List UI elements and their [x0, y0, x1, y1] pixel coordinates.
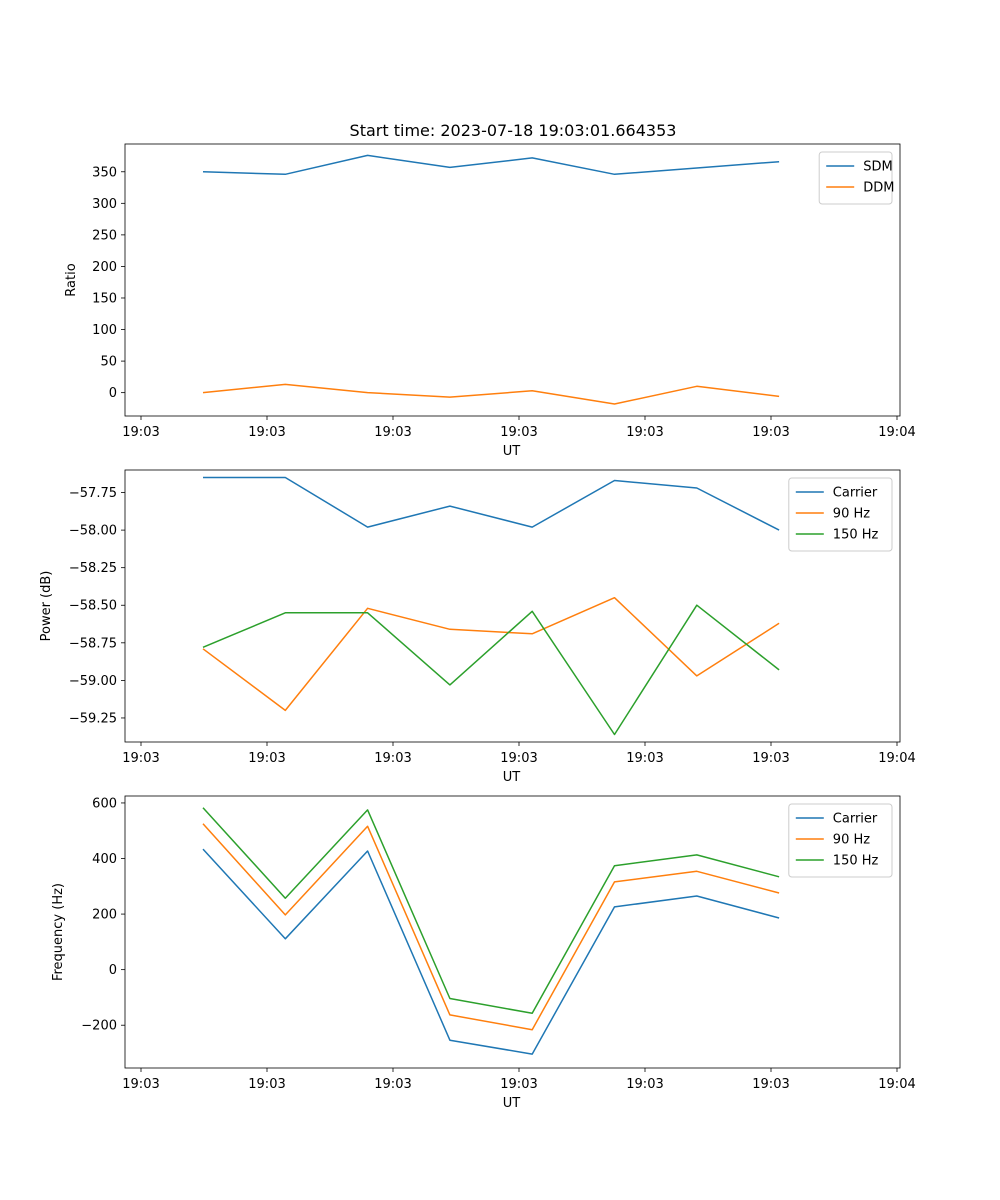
legend-label-90-hz: 90 Hz — [833, 507, 870, 522]
axes-frame — [124, 143, 901, 417]
figure-title: Start time: 2023-07-18 19:03:01.664353 — [350, 121, 677, 140]
x-tick-label: 19:03 — [248, 1077, 285, 1092]
y-tick-label: 200 — [92, 260, 117, 275]
y-tick-label: −57.75 — [69, 486, 117, 501]
y-tick-label: −58.25 — [69, 561, 117, 576]
x-tick-label: 19:03 — [122, 425, 159, 440]
legend-box — [818, 151, 893, 205]
series-line-150-hz — [202, 604, 780, 736]
x-tick-label: 19:03 — [122, 751, 159, 766]
y-tick-label: 250 — [92, 228, 117, 243]
x-axis-label: UT — [503, 444, 521, 459]
x-tick-label: 19:03 — [626, 1077, 663, 1092]
series-line-150-hz — [202, 807, 780, 1015]
y-tick-label: −58.50 — [69, 599, 117, 614]
y-tick-label: 150 — [92, 291, 117, 306]
x-tick-label: 19:03 — [500, 425, 537, 440]
subplot-2: −57.75 −58.00 −58.25 −58.50 −58.75 −59.00 −59.… — [39, 469, 916, 785]
axes-frame — [124, 795, 901, 1069]
y-tick-label: −59.00 — [69, 674, 117, 689]
x-tick-label: 19:03 — [122, 1077, 159, 1092]
series-line-90-hz — [202, 823, 780, 1031]
axes-frame — [124, 469, 901, 743]
legend-label-sdm: SDM — [863, 160, 892, 175]
x-tick-label: 19:03 — [752, 1077, 789, 1092]
legend: Carrier 90 Hz 150 Hz — [788, 803, 893, 878]
x-tick-label: 19:03 — [500, 751, 537, 766]
legend-box — [788, 477, 893, 552]
x-tick-label: 19:03 — [626, 425, 663, 440]
x-axis-label: UT — [503, 770, 521, 785]
x-tick-label: 19:04 — [878, 425, 915, 440]
y-tick-label: 50 — [100, 355, 117, 370]
series-line-carrier — [203, 476, 780, 531]
x-tick-label: 19:03 — [752, 751, 789, 766]
y-tick-label: −200 — [81, 1019, 117, 1034]
y-axis-label: Power (dB) — [39, 571, 54, 642]
series-line-90-hz — [202, 596, 780, 712]
x-tick-label: 19:03 — [374, 751, 411, 766]
y-tick-label: 300 — [92, 197, 117, 212]
legend: Carrier 90 Hz 150 Hz — [788, 477, 893, 552]
legend-label-ddm: DDM — [863, 181, 894, 196]
y-tick-label: −58.75 — [69, 636, 117, 651]
y-tick-label: 600 — [92, 796, 117, 811]
y-tick-label: 400 — [92, 852, 117, 867]
x-tick-label: 19:03 — [500, 1077, 537, 1092]
series-line-ddm — [202, 383, 780, 405]
x-tick-label: 19:03 — [374, 425, 411, 440]
y-tick-label: 100 — [92, 323, 117, 338]
y-tick-label: −58.00 — [69, 524, 117, 539]
legend-label-150-hz: 150 Hz — [833, 854, 879, 869]
x-tick-label: 19:03 — [374, 1077, 411, 1092]
x-axis-label: UT — [503, 1096, 521, 1111]
legend-label-carrier: Carrier — [833, 486, 878, 501]
series-line-carrier — [202, 848, 780, 1055]
y-axis-label: Ratio — [64, 263, 79, 296]
legend-label-90-hz: 90 Hz — [833, 833, 870, 848]
subplot-3: −200 0 200 400 600 19:03 19:03 19:03 19:03 19:03 1… — [51, 795, 916, 1111]
y-tick-label: 200 — [92, 908, 117, 923]
subplots: 0 50 100 150 200 250 300 350 19:03 19:03 19:03 19:0… — [39, 143, 916, 1111]
legend-label-150-hz: 150 Hz — [833, 528, 879, 543]
x-tick-label: 19:03 — [248, 751, 285, 766]
x-tick-label: 19:04 — [878, 1077, 915, 1092]
y-tick-label: −59.25 — [69, 711, 117, 726]
y-tick-label: 0 — [109, 386, 117, 401]
x-tick-label: 19:04 — [878, 751, 915, 766]
legend: SDM DDM — [818, 151, 894, 205]
series-line-sdm — [202, 154, 780, 176]
legend-box — [788, 803, 893, 878]
x-tick-label: 19:03 — [248, 425, 285, 440]
y-tick-label: 0 — [109, 963, 117, 978]
x-tick-label: 19:03 — [626, 751, 663, 766]
y-axis-label: Frequency (Hz) — [51, 883, 66, 981]
subplot-1: 0 50 100 150 200 250 300 350 19:03 19:03 19:03 19:0… — [64, 143, 916, 459]
legend-label-carrier: Carrier — [833, 812, 878, 827]
y-tick-label: 350 — [92, 165, 117, 180]
x-tick-label: 19:03 — [752, 425, 789, 440]
